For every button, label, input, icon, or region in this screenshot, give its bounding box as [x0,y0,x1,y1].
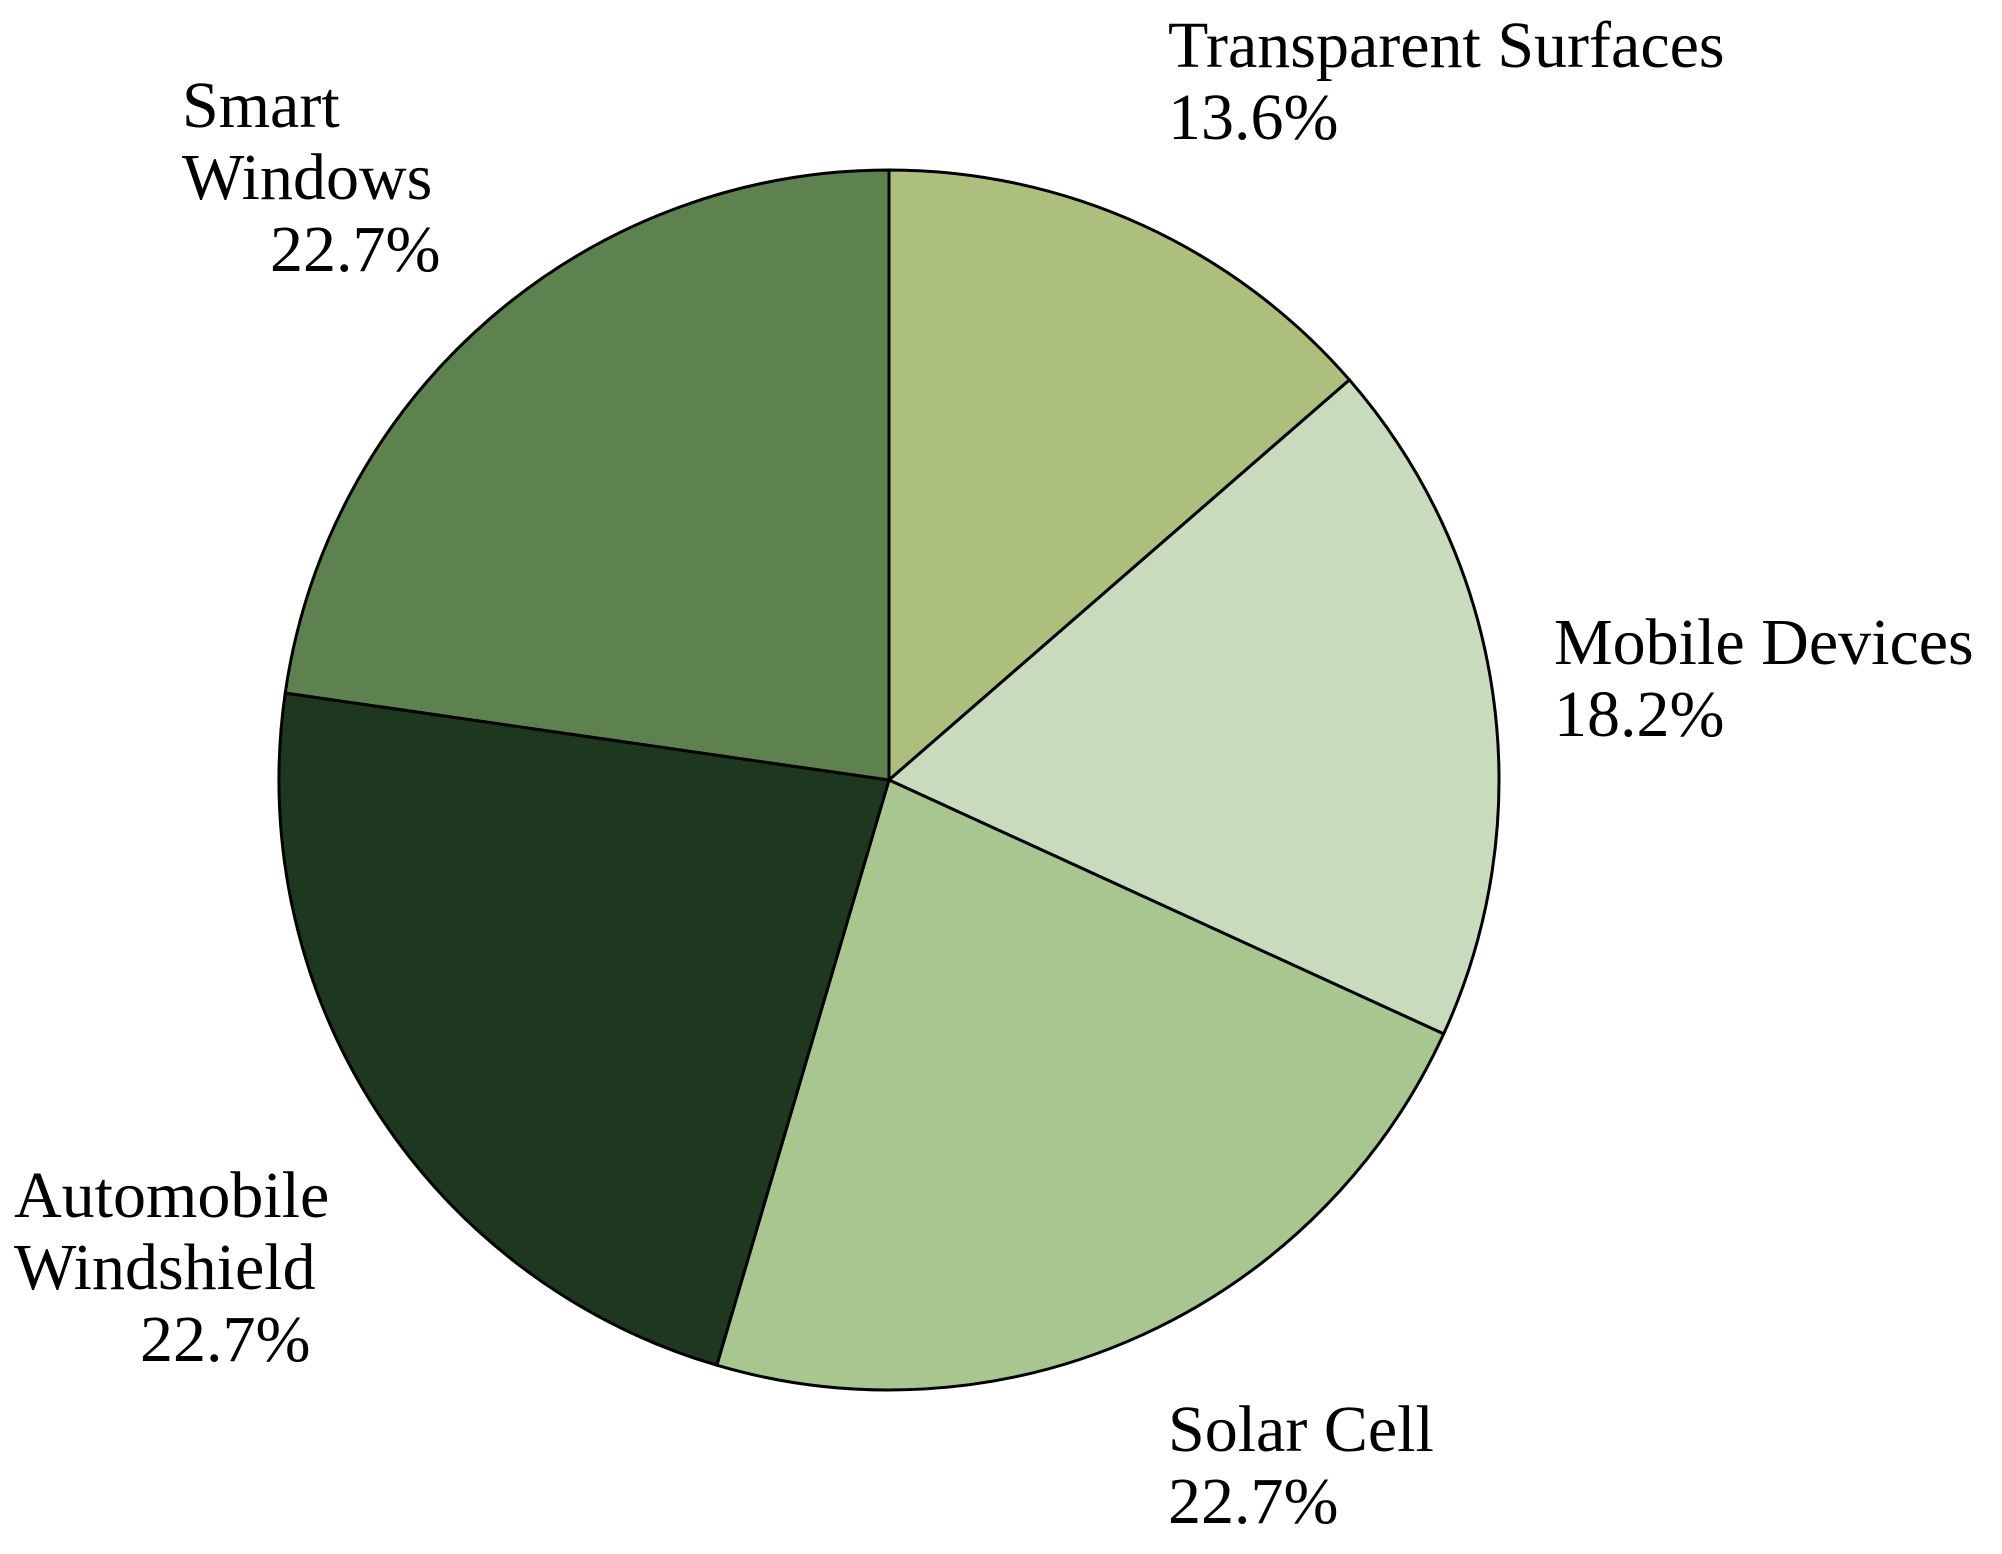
label-smart-windows: Smart Windows 22.7% [182,70,440,286]
label-automobile-windshield-name-line1: Automobile [14,1159,330,1232]
label-smart-windows-name-line1: Smart [182,69,340,142]
pie-slice-transparent-surfaces [887,168,1351,782]
label-smart-windows-name-line2: Windows [182,141,433,214]
label-solar-cell-name: Solar Cell [1168,1393,1434,1466]
label-smart-windows-percent: 22.7% [270,213,441,286]
label-solar-cell-percent: 22.7% [1168,1465,1339,1538]
label-solar-cell: Solar Cell 22.7% [1168,1394,1434,1538]
label-transparent-surfaces-name: Transparent Surfaces [1168,9,1725,82]
pie-slice-smart-windows [283,168,891,782]
label-transparent-surfaces-percent: 13.6% [1168,81,1339,154]
label-mobile-devices: Mobile Devices 18.2% [1554,607,1974,751]
label-mobile-devices-name: Mobile Devices [1554,606,1974,679]
label-automobile-windshield-name-line2: Windshield [14,1231,316,1304]
pie-slice-solar-cell [715,778,1446,1392]
label-transparent-surfaces: Transparent Surfaces 13.6% [1168,10,1725,154]
label-mobile-devices-percent: 18.2% [1554,678,1725,751]
label-automobile-windshield-percent: 22.7% [140,1303,311,1376]
label-automobile-windshield: Automobile Windshield 22.7% [14,1160,329,1376]
pie-slice-mobile-devices [887,378,1501,1036]
pie-slice-automobile-windshield [277,691,891,1367]
